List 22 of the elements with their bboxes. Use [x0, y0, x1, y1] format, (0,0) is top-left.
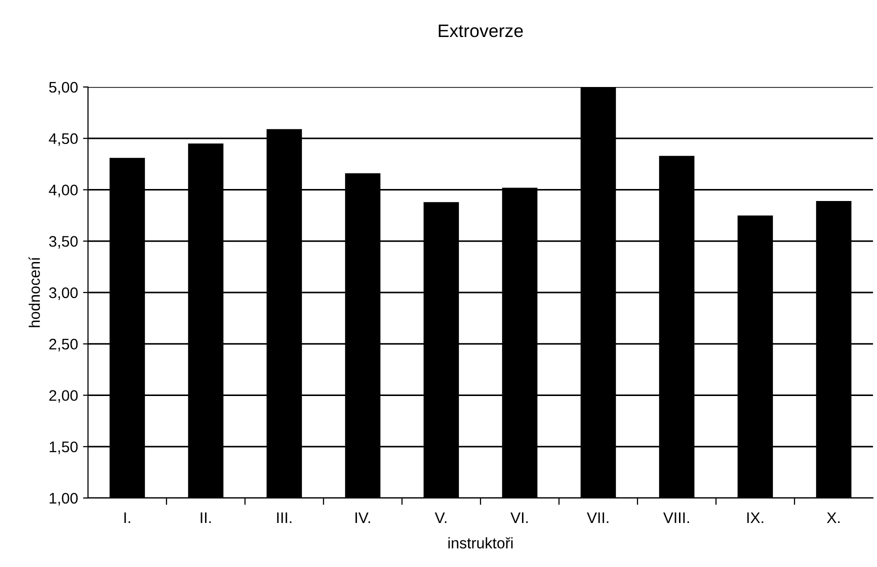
x-tick-label: VII.: [586, 512, 608, 523]
y-tick-label: 5,00: [49, 82, 78, 94]
x-tick-label: X.: [826, 512, 840, 523]
x-tick-label: VI.: [510, 512, 528, 523]
x-tick-label: III.: [277, 512, 292, 523]
y-tick-label: 3,50: [49, 236, 78, 249]
x-tick-label: V.: [434, 512, 446, 523]
y-tick-label: 2,00: [49, 390, 78, 403]
x-tick-label: II.: [200, 512, 211, 523]
x-tick-label: IX.: [747, 512, 764, 523]
y-axis-title: hodnocení: [28, 256, 40, 328]
x-tick-label: IV.: [356, 512, 370, 523]
y-tick-label: 3,00: [49, 287, 78, 300]
x-tick-label: VIII.: [663, 512, 689, 523]
x-axis-title: instruktoři: [448, 537, 513, 548]
chart-title: Extroverze: [438, 24, 523, 38]
x-tick-label: I.: [124, 512, 130, 523]
y-tick-label: 1,50: [50, 441, 78, 454]
y-tick-label: 1,00: [50, 492, 78, 506]
y-tick-label: 2,50: [49, 338, 78, 352]
y-tick-label: 4,50: [48, 133, 78, 146]
y-tick-label: 4,00: [48, 184, 78, 198]
